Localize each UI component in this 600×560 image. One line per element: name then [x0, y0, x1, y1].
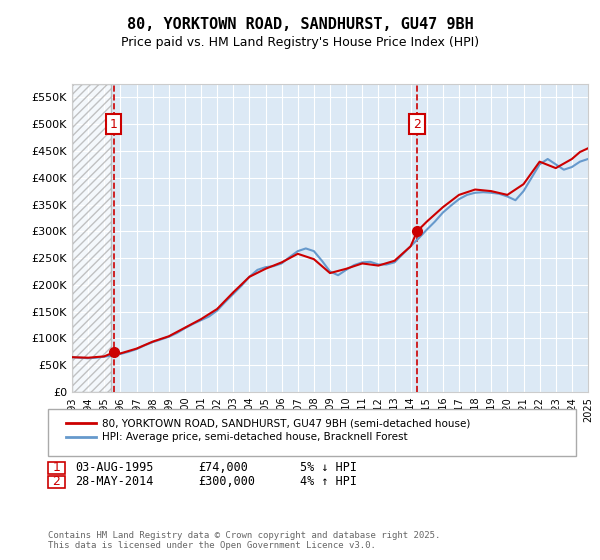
- Text: 1: 1: [110, 118, 118, 130]
- Text: 5% ↓ HPI: 5% ↓ HPI: [300, 461, 357, 474]
- Text: 2: 2: [413, 118, 421, 130]
- Text: 80, YORKTOWN ROAD, SANDHURST, GU47 9BH: 80, YORKTOWN ROAD, SANDHURST, GU47 9BH: [127, 17, 473, 32]
- Text: 1: 1: [52, 461, 61, 474]
- Bar: [72, 84, 111, 392]
- Text: 2: 2: [52, 475, 61, 488]
- Text: Price paid vs. HM Land Registry's House Price Index (HPI): Price paid vs. HM Land Registry's House …: [121, 36, 479, 49]
- Text: £300,000: £300,000: [198, 475, 255, 488]
- Text: 03-AUG-1995: 03-AUG-1995: [75, 461, 154, 474]
- Text: HPI: Average price, semi-detached house, Bracknell Forest: HPI: Average price, semi-detached house,…: [102, 432, 407, 442]
- Text: 80, YORKTOWN ROAD, SANDHURST, GU47 9BH (semi-detached house): 80, YORKTOWN ROAD, SANDHURST, GU47 9BH (…: [102, 418, 470, 428]
- Text: 4% ↑ HPI: 4% ↑ HPI: [300, 475, 357, 488]
- Text: Contains HM Land Registry data © Crown copyright and database right 2025.
This d: Contains HM Land Registry data © Crown c…: [48, 530, 440, 550]
- Text: 28-MAY-2014: 28-MAY-2014: [75, 475, 154, 488]
- Text: £74,000: £74,000: [198, 461, 248, 474]
